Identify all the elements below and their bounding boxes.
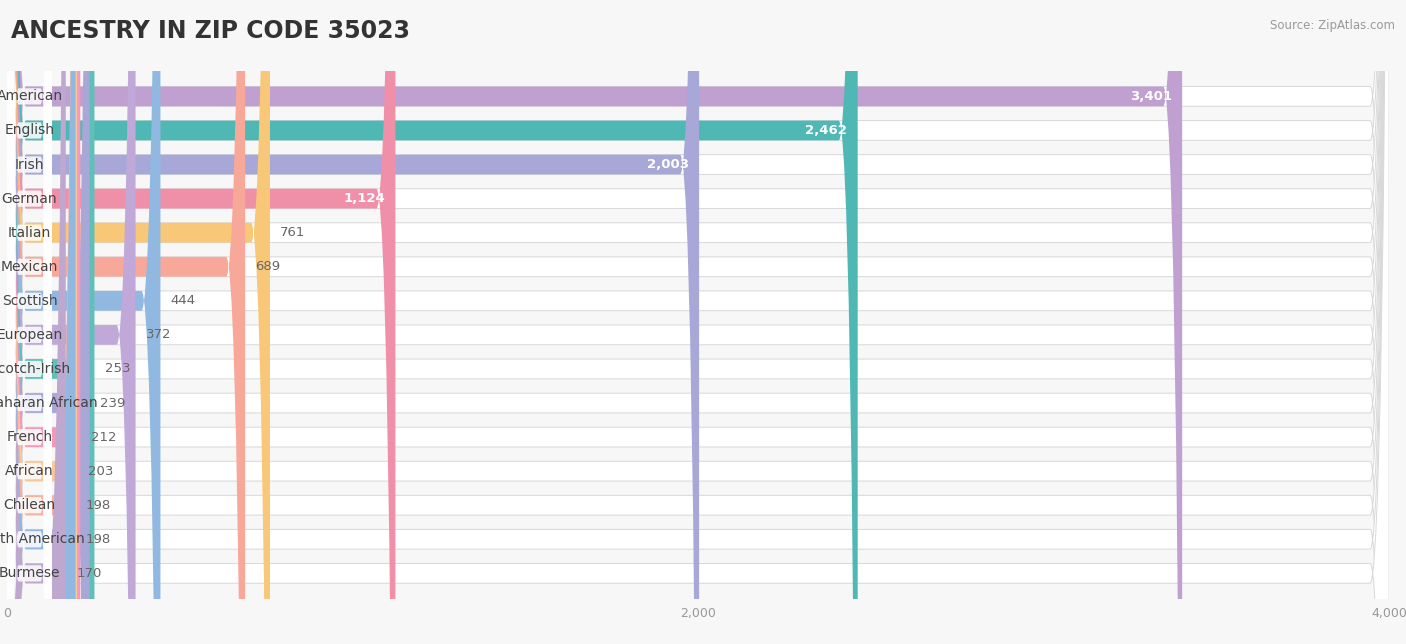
FancyBboxPatch shape (7, 0, 1389, 644)
Text: 170: 170 (76, 567, 101, 580)
FancyBboxPatch shape (7, 0, 52, 644)
Text: 2,003: 2,003 (647, 158, 689, 171)
Text: Mexican: Mexican (1, 260, 58, 274)
Text: European: European (0, 328, 63, 342)
FancyBboxPatch shape (7, 0, 1389, 644)
FancyBboxPatch shape (7, 0, 52, 644)
FancyBboxPatch shape (7, 0, 135, 644)
FancyBboxPatch shape (7, 0, 160, 644)
FancyBboxPatch shape (7, 0, 52, 644)
FancyBboxPatch shape (7, 0, 1389, 644)
FancyBboxPatch shape (7, 0, 52, 644)
Text: 212: 212 (90, 431, 117, 444)
Text: 1,124: 1,124 (343, 192, 385, 205)
Text: 203: 203 (87, 465, 112, 478)
Text: 689: 689 (256, 260, 281, 273)
FancyBboxPatch shape (7, 0, 52, 644)
FancyBboxPatch shape (7, 0, 66, 644)
Text: 239: 239 (100, 397, 125, 410)
Text: 3,401: 3,401 (1130, 90, 1171, 103)
FancyBboxPatch shape (7, 0, 77, 644)
FancyBboxPatch shape (7, 0, 1182, 644)
FancyBboxPatch shape (7, 0, 52, 644)
FancyBboxPatch shape (7, 0, 1389, 644)
Text: 761: 761 (280, 226, 305, 239)
Text: 253: 253 (105, 363, 131, 375)
FancyBboxPatch shape (7, 0, 94, 644)
FancyBboxPatch shape (7, 0, 52, 644)
Text: 372: 372 (146, 328, 172, 341)
FancyBboxPatch shape (7, 0, 80, 644)
Text: African: African (6, 464, 53, 478)
FancyBboxPatch shape (7, 0, 76, 644)
FancyBboxPatch shape (7, 0, 699, 644)
Text: Burmese: Burmese (0, 566, 60, 580)
Text: 444: 444 (170, 294, 195, 307)
FancyBboxPatch shape (7, 0, 1389, 644)
Text: 198: 198 (86, 533, 111, 546)
FancyBboxPatch shape (7, 0, 1389, 644)
FancyBboxPatch shape (7, 0, 52, 644)
FancyBboxPatch shape (7, 0, 1389, 644)
FancyBboxPatch shape (7, 0, 90, 644)
FancyBboxPatch shape (7, 0, 52, 644)
FancyBboxPatch shape (7, 0, 52, 644)
FancyBboxPatch shape (7, 0, 270, 644)
Text: ANCESTRY IN ZIP CODE 35023: ANCESTRY IN ZIP CODE 35023 (11, 19, 411, 43)
FancyBboxPatch shape (7, 0, 1389, 644)
Text: Scotch-Irish: Scotch-Irish (0, 362, 70, 376)
FancyBboxPatch shape (7, 0, 76, 644)
Text: French: French (7, 430, 52, 444)
Text: German: German (1, 192, 58, 205)
FancyBboxPatch shape (7, 0, 1389, 644)
FancyBboxPatch shape (7, 0, 1389, 644)
Text: English: English (4, 124, 55, 137)
FancyBboxPatch shape (7, 0, 1389, 644)
Text: South American: South American (0, 533, 84, 546)
FancyBboxPatch shape (7, 0, 52, 644)
FancyBboxPatch shape (7, 0, 52, 644)
Text: Italian: Italian (8, 225, 51, 240)
FancyBboxPatch shape (7, 0, 1389, 644)
FancyBboxPatch shape (7, 0, 1389, 644)
FancyBboxPatch shape (7, 0, 395, 644)
Text: American: American (0, 90, 63, 104)
FancyBboxPatch shape (7, 0, 1389, 644)
Text: Irish: Irish (15, 158, 45, 171)
Text: Chilean: Chilean (3, 498, 56, 512)
Text: Source: ZipAtlas.com: Source: ZipAtlas.com (1270, 19, 1395, 32)
Text: Scottish: Scottish (1, 294, 58, 308)
FancyBboxPatch shape (7, 0, 858, 644)
FancyBboxPatch shape (7, 0, 52, 644)
FancyBboxPatch shape (7, 0, 52, 644)
FancyBboxPatch shape (7, 0, 52, 644)
FancyBboxPatch shape (7, 0, 1389, 644)
Text: 2,462: 2,462 (806, 124, 848, 137)
Text: 198: 198 (86, 498, 111, 512)
FancyBboxPatch shape (7, 0, 245, 644)
Text: Subsaharan African: Subsaharan African (0, 396, 97, 410)
